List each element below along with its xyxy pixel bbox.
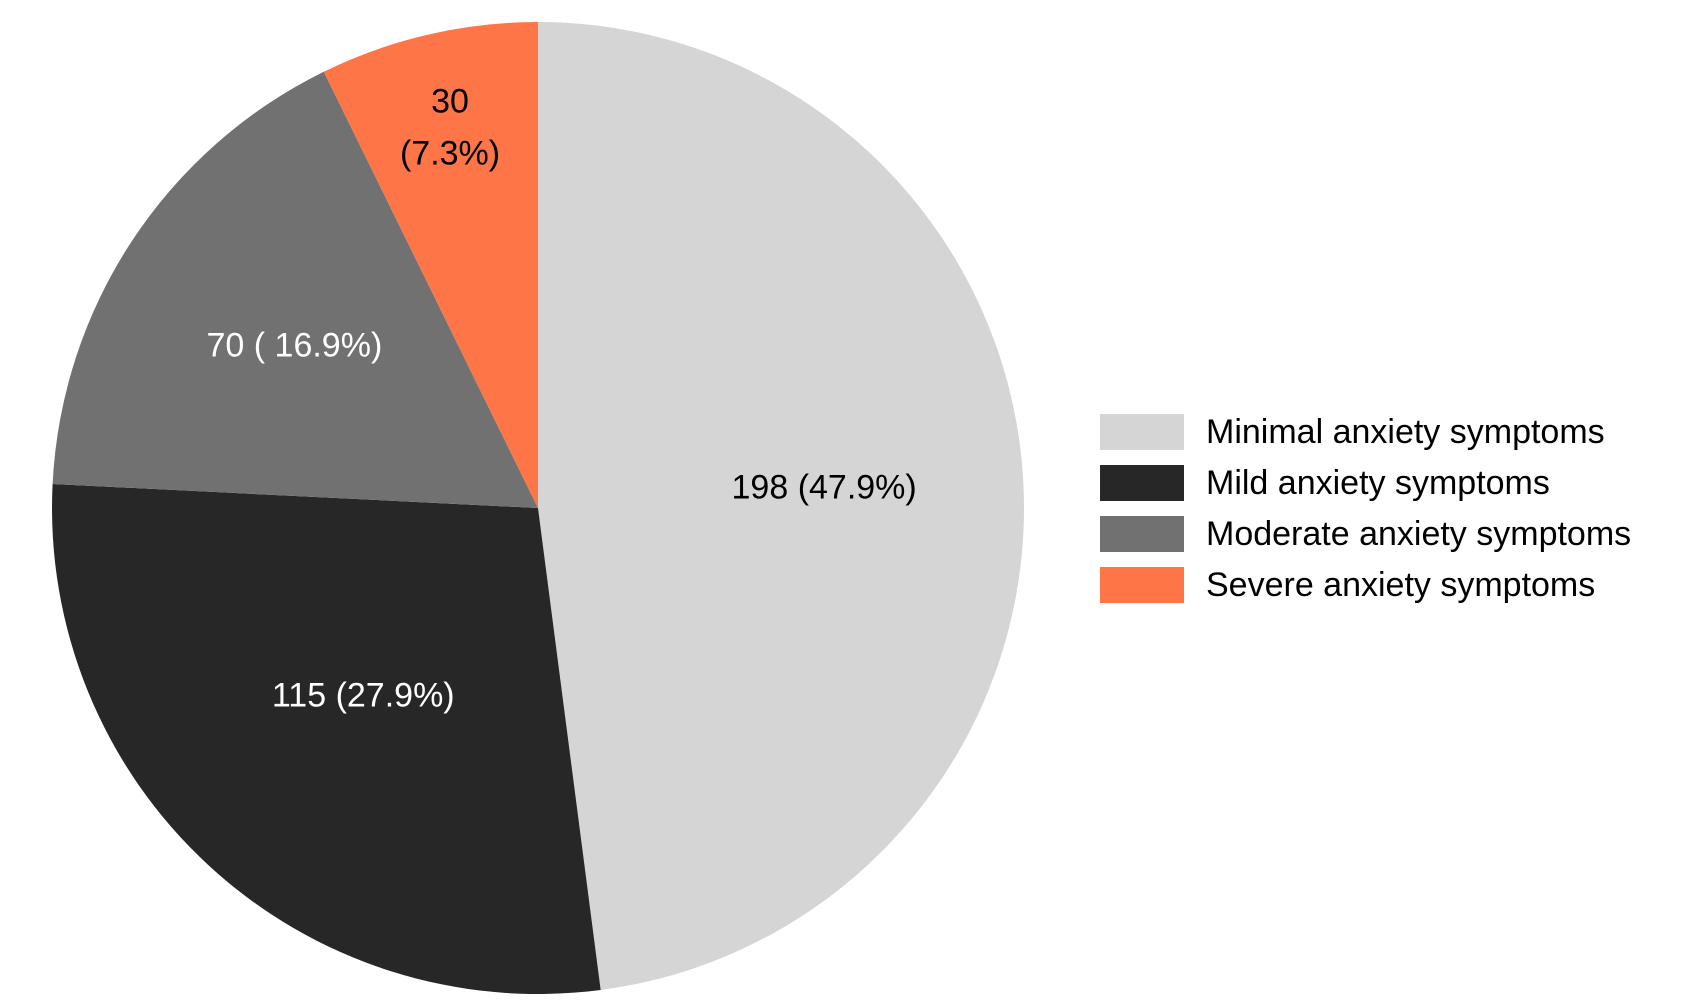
pie-slice-moderate-anxiety-symptoms (52, 71, 539, 509)
legend-swatch-mild-anxiety-symptoms (1100, 465, 1184, 501)
slice-labels: 198 (47.9%) 115 (27.9%) 70 ( 16.9%) 30 (7.3%… (207, 82, 917, 714)
legend-swatch-minimal-anxiety-symptoms (1100, 414, 1184, 450)
pie-slice-mild-anxiety-symptoms (52, 483, 601, 994)
slice-label-moderate-anxiety-symptoms: 70 ( 16.9%) (207, 327, 383, 365)
slice-label-severe-anxiety-symptoms: 30 (7.3%) (400, 82, 500, 172)
slice-label-minimal-anxiety-symptoms: 198 (47.9%) (732, 468, 917, 506)
legend-swatch-severe-anxiety-symptoms (1100, 567, 1184, 603)
pie-slices (52, 22, 1025, 994)
legend-label-mild-anxiety-symptoms: Mild anxiety symptoms (1206, 464, 1550, 502)
legend-label-severe-anxiety-symptoms: Severe anxiety symptoms (1206, 566, 1595, 604)
legend-label-moderate-anxiety-symptoms: Moderate anxiety symptoms (1206, 515, 1631, 553)
pie-slice-severe-anxiety-symptoms (323, 22, 538, 508)
slice-label-mild-anxiety-symptoms: 115 (27.9%) (272, 676, 455, 714)
legend-swatch-moderate-anxiety-symptoms (1100, 516, 1184, 552)
legend: Minimal anxiety symptoms Mild anxiety sym… (1100, 413, 1631, 604)
pie-slice-minimal-anxiety-symptoms (538, 22, 1025, 990)
legend-label-minimal-anxiety-symptoms: Minimal anxiety symptoms (1206, 413, 1605, 451)
